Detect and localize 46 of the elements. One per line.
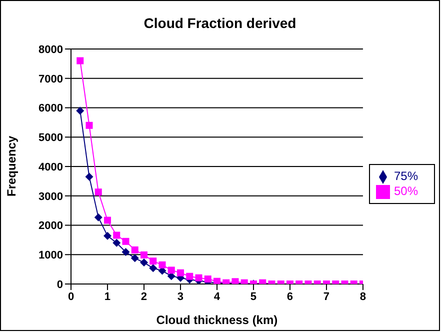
x-tick-label: 5 bbox=[250, 290, 257, 303]
x-tick-label: 7 bbox=[323, 290, 330, 303]
point bbox=[104, 216, 111, 224]
point bbox=[94, 213, 102, 222]
point bbox=[150, 258, 157, 265]
point bbox=[176, 269, 184, 276]
point bbox=[168, 266, 175, 274]
x-tick-label: 2 bbox=[140, 290, 148, 303]
point bbox=[186, 272, 194, 280]
x-tick-label: 1 bbox=[104, 290, 111, 303]
y-tick-label: 2000 bbox=[38, 220, 63, 232]
y-tick-label: 7000 bbox=[38, 73, 63, 86]
legend-label: 50% bbox=[394, 184, 418, 198]
point bbox=[112, 238, 121, 247]
point bbox=[76, 57, 84, 64]
legend-label: 75% bbox=[394, 169, 418, 184]
point bbox=[113, 232, 120, 239]
x-tick-label: 3 bbox=[177, 290, 184, 303]
x-tick-label: 6 bbox=[286, 290, 294, 303]
point bbox=[94, 188, 102, 196]
y-axis-title: Frequency bbox=[4, 135, 18, 196]
y-tick-label: 4000 bbox=[38, 161, 63, 174]
point bbox=[122, 238, 130, 245]
point bbox=[130, 254, 139, 262]
y-tick-label: 5000 bbox=[38, 132, 63, 144]
y-tick-label: 8000 bbox=[38, 44, 63, 56]
point bbox=[149, 264, 158, 272]
point bbox=[86, 122, 93, 129]
point bbox=[140, 258, 148, 267]
point bbox=[158, 261, 166, 268]
x-tick-label: 4 bbox=[214, 290, 221, 303]
x-tick-label: 0 bbox=[68, 290, 74, 303]
y-tick-label: 1000 bbox=[38, 250, 63, 262]
x-tick-label: 8 bbox=[360, 290, 366, 303]
point bbox=[122, 248, 130, 256]
point bbox=[103, 232, 112, 240]
point bbox=[140, 251, 148, 258]
y-tick-label: 6000 bbox=[38, 102, 63, 115]
point bbox=[85, 172, 94, 181]
x-axis-title: Cloud thickness (km) bbox=[156, 313, 278, 327]
point bbox=[131, 246, 138, 254]
y-tick-label: 3000 bbox=[38, 190, 63, 203]
chart-title: Cloud Fraction derived bbox=[142, 15, 298, 31]
point bbox=[195, 274, 202, 282]
point bbox=[76, 106, 84, 115]
y-tick-label: 0 bbox=[56, 278, 63, 291]
